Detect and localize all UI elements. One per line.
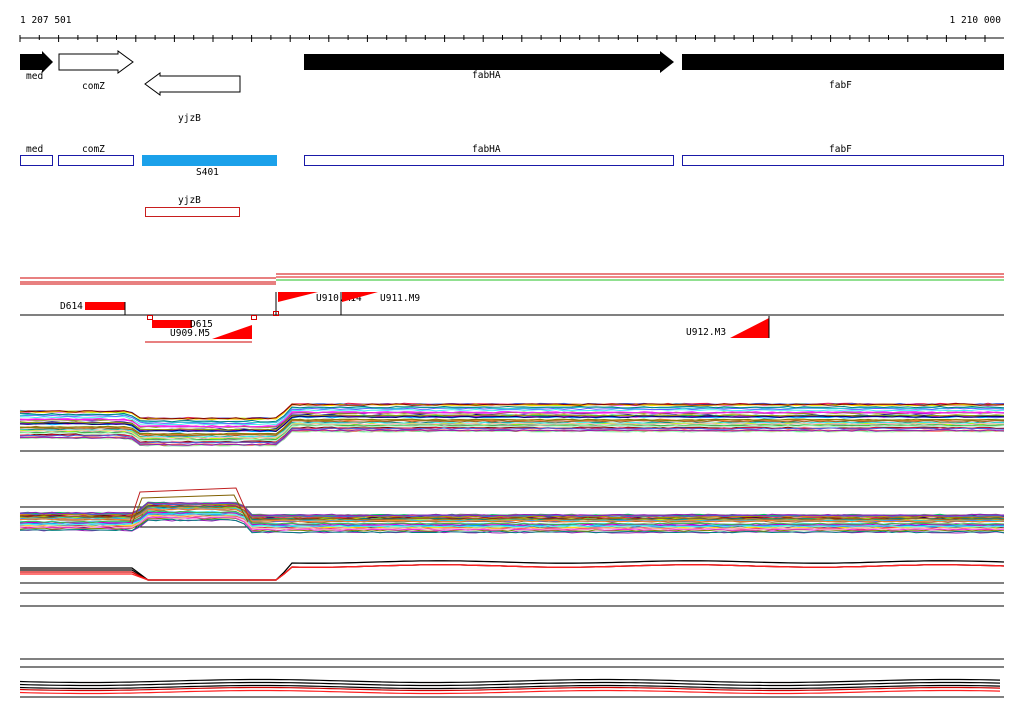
expression-profile-line	[19, 408, 1005, 426]
expression-track-1	[19, 402, 1005, 452]
gene-fabHA-arrow[interactable]	[304, 51, 674, 73]
coordinate-ruler: 1 207 501 1 210 000	[19, 15, 1004, 42]
gene-fabF-label: fabF	[829, 80, 852, 91]
gene-comZ-arrow[interactable]	[58, 50, 134, 74]
box-yjzB[interactable]	[145, 207, 240, 217]
segment-D614[interactable]: D614	[60, 301, 126, 315]
transcript-track: med comZ S401 fabHA fabF yjzB	[20, 144, 1004, 217]
expression-profile-line	[20, 560, 1005, 581]
ruler-ticks	[19, 35, 986, 42]
segment-D615-bar[interactable]	[152, 320, 192, 328]
expression-profile-line	[19, 415, 1005, 433]
segment-U911-wedge[interactable]	[342, 292, 378, 302]
segment-U910-wedge[interactable]	[278, 292, 318, 302]
segment-U910-marker	[273, 311, 279, 316]
expression-profile-line	[19, 424, 1005, 442]
expression-profile-line	[19, 518, 1005, 534]
box-S401-label: S401	[196, 167, 219, 178]
gene-yjzB-arrow[interactable]	[144, 72, 241, 96]
expression-profile-line	[19, 508, 1005, 523]
segment-U909-marker	[251, 315, 257, 320]
gene-fabF[interactable]: fabF	[682, 54, 1004, 91]
expression-profile-line	[19, 419, 1004, 437]
box-med-label: med	[26, 144, 43, 155]
segment-U911[interactable]: U911.M9	[340, 292, 420, 315]
segment-D615-marker	[147, 315, 153, 320]
segment-U909-label: U909.M5	[170, 328, 210, 339]
expression-profile-line	[131, 494, 249, 525]
segment-U912-wedge[interactable]	[730, 318, 769, 338]
gene-fabHA[interactable]: fabHA	[304, 51, 674, 81]
start-coordinate: 1 207 501	[20, 15, 72, 26]
expression-profile-line	[19, 406, 1005, 424]
box-med[interactable]	[20, 155, 53, 166]
expression-profile-line	[19, 684, 1001, 690]
gene-med-arrow[interactable]	[20, 51, 53, 73]
expression-profile-line	[19, 686, 1001, 692]
expression-profile-line	[19, 506, 1005, 522]
segment-U912[interactable]: U912.M3	[686, 316, 770, 338]
expression-profile-line	[19, 515, 1005, 530]
segment-D615-label: D615	[190, 319, 213, 330]
segment-U910-label: U910.M14	[316, 293, 362, 304]
expression-profile-line	[19, 405, 1005, 423]
gene-yjzB-label: yjzB	[178, 113, 201, 124]
box-fabHA-label: fabHA	[472, 144, 501, 155]
end-coordinate: 1 210 000	[950, 15, 1002, 26]
gene-comZ[interactable]: comZ	[58, 50, 134, 92]
expression-profile-line	[19, 501, 1005, 517]
box-fabF-label: fabF	[829, 144, 852, 155]
track-1-profiles	[19, 402, 1005, 447]
expression-profile-line	[19, 512, 1005, 528]
expression-profile-line	[19, 505, 1005, 521]
expression-profile-line	[19, 418, 1005, 436]
expression-profile-line	[19, 422, 1005, 440]
expression-profile-line	[19, 427, 1005, 444]
expression-profile-line	[19, 678, 1001, 684]
gene-fabHA-label: fabHA	[472, 70, 501, 81]
expression-profile-line	[19, 689, 1001, 695]
expression-profile-line	[19, 681, 1001, 687]
segment-U909-wedge[interactable]	[212, 325, 252, 339]
expression-profile-line	[20, 426, 1005, 443]
segment-U912-label: U912.M3	[686, 327, 726, 338]
gene-comZ-label: comZ	[82, 81, 105, 92]
box-fabHA[interactable]	[304, 155, 674, 166]
segment-U910[interactable]: U910.M14	[273, 292, 363, 316]
expression-profile-line	[129, 487, 251, 523]
expression-profile-line	[19, 510, 1005, 526]
box-comZ-label: comZ	[82, 144, 105, 155]
expression-profile-line	[19, 414, 1005, 431]
box-yjzB-label: yjzB	[178, 195, 201, 206]
segment-D614-bar[interactable]	[85, 302, 125, 310]
gene-yjzB[interactable]: yjzB	[144, 72, 241, 124]
segmentation-track: D614 D615 U909.M5 U910.M14 U911.M9 U	[20, 273, 1004, 343]
gene-med-label: med	[26, 71, 43, 82]
segment-U909[interactable]: U909.M5	[145, 315, 257, 343]
box-fabF[interactable]	[682, 155, 1004, 166]
expression-track-3	[20, 560, 1005, 607]
track-4-profiles	[19, 678, 1001, 695]
gene-fabF-arrow[interactable]	[682, 54, 1004, 70]
expression-profile-line	[19, 429, 1005, 446]
segment-D615[interactable]: D615	[147, 315, 213, 331]
expression-profile-line	[19, 403, 1005, 420]
expression-profile-line	[20, 564, 1005, 581]
box-comZ[interactable]	[58, 155, 134, 166]
expression-track-4	[19, 658, 1004, 698]
gene-track: med comZ yjzB fabHA fabF	[20, 50, 1004, 124]
expression-track-2	[19, 487, 1005, 534]
expression-profile-line	[19, 416, 1005, 433]
track-3-profiles	[20, 560, 1005, 581]
expression-profile-line	[19, 411, 1005, 428]
segment-U911-label: U911.M9	[380, 293, 420, 304]
segment-D614-label: D614	[60, 301, 83, 312]
expression-profile-line	[19, 514, 1005, 530]
track-2-profiles	[19, 487, 1005, 534]
box-S401[interactable]	[142, 155, 277, 166]
gene-med[interactable]: med	[20, 51, 53, 82]
